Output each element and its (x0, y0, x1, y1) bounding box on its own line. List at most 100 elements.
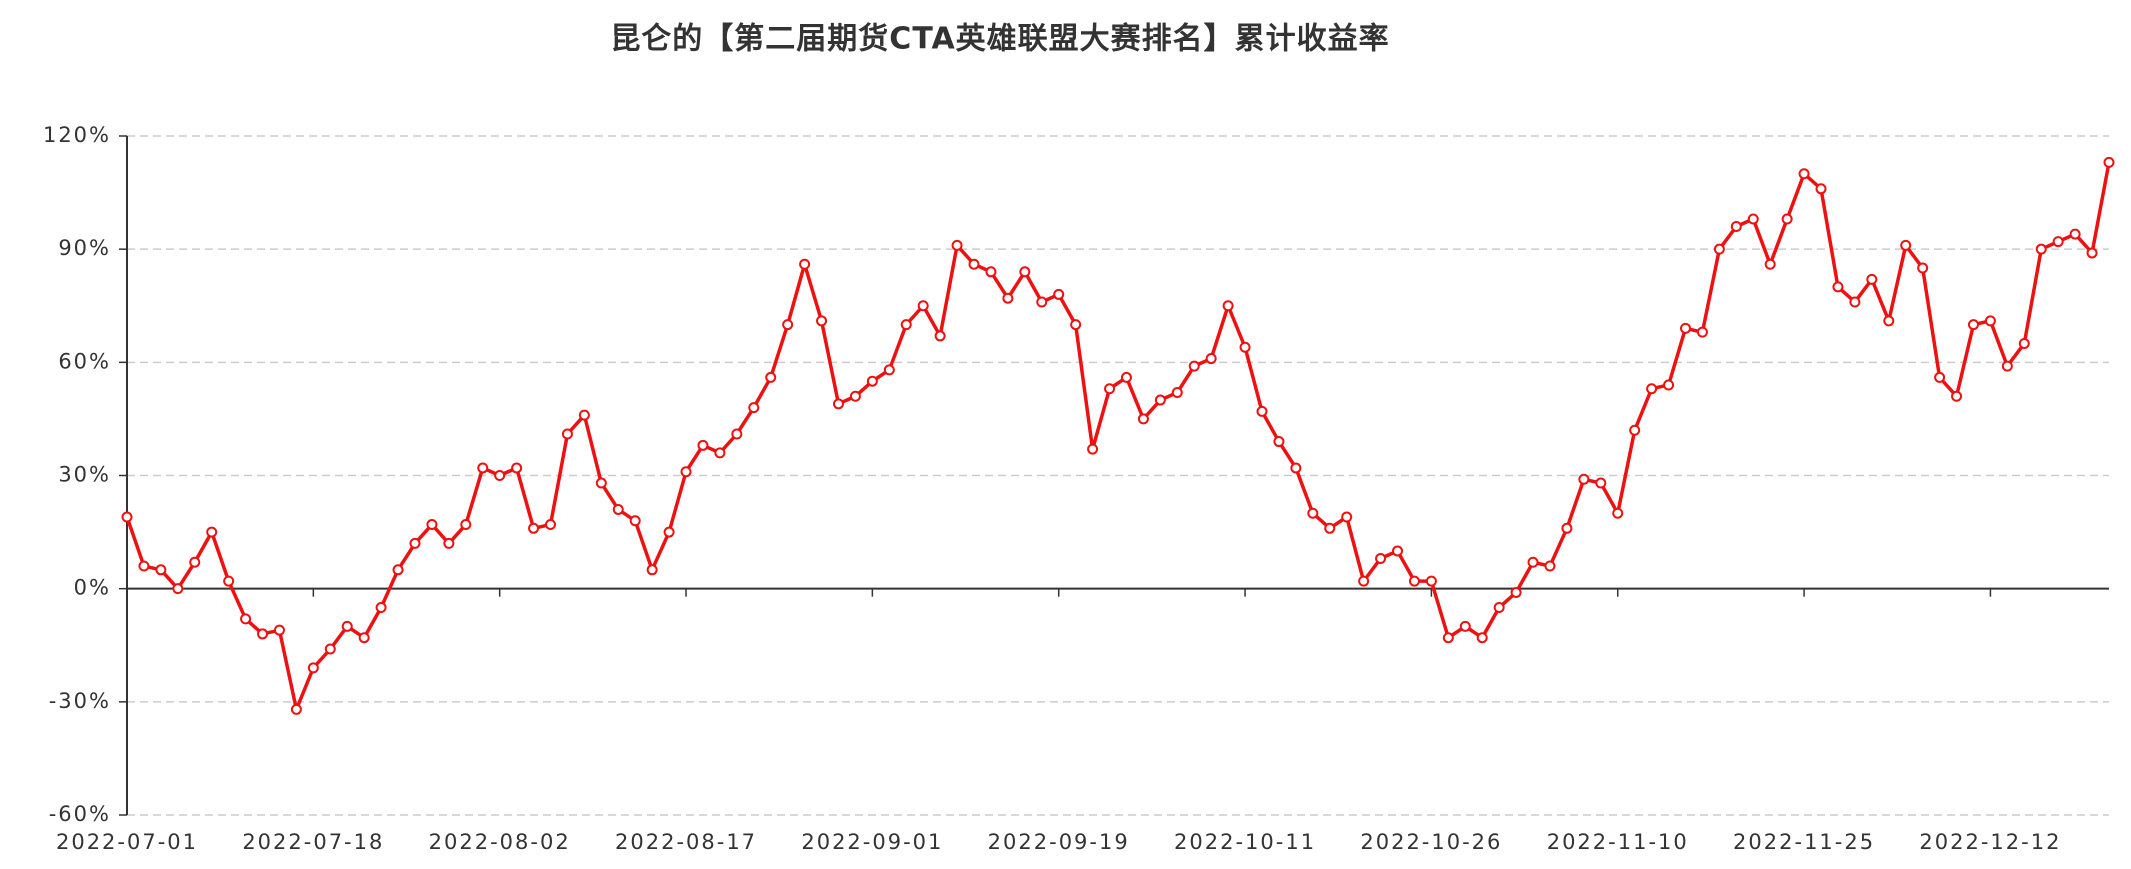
data-point (1578, 473, 1590, 485)
data-point (578, 409, 590, 421)
data-point (2086, 247, 2098, 259)
data-point (1883, 315, 1895, 327)
data-point (545, 519, 557, 531)
data-point (748, 402, 760, 414)
data-point (409, 537, 421, 549)
data-point (1273, 436, 1285, 448)
data-point (1612, 507, 1624, 519)
data-point (629, 515, 641, 527)
data-point (663, 526, 675, 538)
data-point (731, 428, 743, 440)
data-point (477, 462, 489, 474)
data-point (426, 519, 438, 531)
data-point (1239, 341, 1251, 353)
data-point (206, 526, 218, 538)
data-point (1747, 213, 1759, 225)
data-point (494, 470, 506, 481)
y-tick-label: 30% (58, 463, 111, 487)
data-point (680, 466, 692, 478)
data-point (1527, 556, 1539, 568)
data-point (1375, 552, 1387, 564)
data-point (714, 447, 726, 459)
data-point (832, 398, 844, 410)
data-point (257, 628, 269, 640)
data-point (1815, 183, 1827, 195)
data-point (358, 632, 370, 644)
data-point (138, 560, 150, 572)
data-point (816, 315, 828, 327)
data-point (1679, 322, 1691, 334)
data-point (1358, 575, 1370, 587)
data-point (782, 319, 794, 331)
data-point (1324, 522, 1336, 534)
data-point (155, 564, 167, 576)
data-point (1171, 387, 1183, 399)
data-point (595, 477, 607, 489)
data-point (985, 266, 997, 278)
data-point (121, 511, 133, 523)
data-point (1307, 507, 1319, 519)
y-tick-label: 60% (58, 349, 111, 373)
x-tick-label: 2022-10-26 (1360, 830, 1502, 854)
y-tick-label: 120% (43, 123, 111, 147)
data-point (1408, 575, 1420, 587)
data-point (951, 239, 963, 251)
data-point (1629, 424, 1641, 436)
data-point (900, 319, 912, 331)
data-point (1646, 383, 1658, 395)
data-point (849, 390, 861, 402)
data-point (1053, 288, 1065, 300)
x-tick-label: 2022-09-01 (801, 830, 943, 854)
x-tick-label: 2022-11-25 (1733, 830, 1875, 854)
data-point (1002, 292, 1014, 304)
y-tick-label: 0% (74, 576, 111, 600)
data-point (1917, 262, 1929, 274)
x-tick-label: 2022-11-10 (1547, 830, 1689, 854)
x-tick-label: 2022-07-18 (242, 830, 384, 854)
data-point (883, 364, 895, 376)
x-tick-label: 2022-08-02 (429, 830, 571, 854)
data-point (1154, 394, 1166, 406)
data-point (1866, 273, 1878, 285)
data-point (1967, 319, 1979, 331)
x-tick-label: 2022-07-01 (56, 830, 198, 854)
data-point (1290, 462, 1302, 474)
data-point (1019, 266, 1031, 278)
data-point (1900, 239, 1912, 251)
data-point (1070, 319, 1082, 331)
data-point (1341, 511, 1353, 523)
data-point (1544, 560, 1556, 572)
y-tick-label: 90% (58, 236, 111, 260)
data-point (968, 258, 980, 270)
data-point (2103, 156, 2115, 168)
data-point (1730, 221, 1742, 233)
data-point (765, 371, 777, 383)
data-point (1459, 620, 1471, 632)
data-point (1713, 243, 1725, 255)
data-point (1832, 281, 1844, 293)
data-point (1222, 300, 1234, 312)
data-point (2001, 360, 2013, 372)
y-tick-label: -30% (49, 689, 111, 713)
data-point (1120, 371, 1132, 383)
x-tick-label: 2022-08-17 (615, 830, 757, 854)
data-point (223, 575, 235, 587)
data-point (1425, 575, 1437, 587)
data-point (1764, 258, 1776, 270)
chart-title: 昆仑的【第二届期货CTA英雄联盟大赛排名】累计收益率 (610, 22, 1389, 57)
data-point (646, 564, 658, 576)
data-point (612, 503, 624, 515)
data-point (460, 519, 472, 531)
data-point (2035, 243, 2047, 255)
x-tick-label: 2022-10-11 (1174, 830, 1316, 854)
data-point (443, 537, 455, 549)
data-point (1595, 477, 1607, 489)
data-point (1781, 213, 1793, 225)
data-point (1561, 522, 1573, 534)
data-point (2069, 228, 2081, 240)
data-point (1188, 360, 1200, 372)
data-point (1087, 443, 1099, 455)
y-tick-label: -60% (49, 802, 111, 826)
data-point (934, 330, 946, 342)
data-point (1476, 632, 1488, 644)
